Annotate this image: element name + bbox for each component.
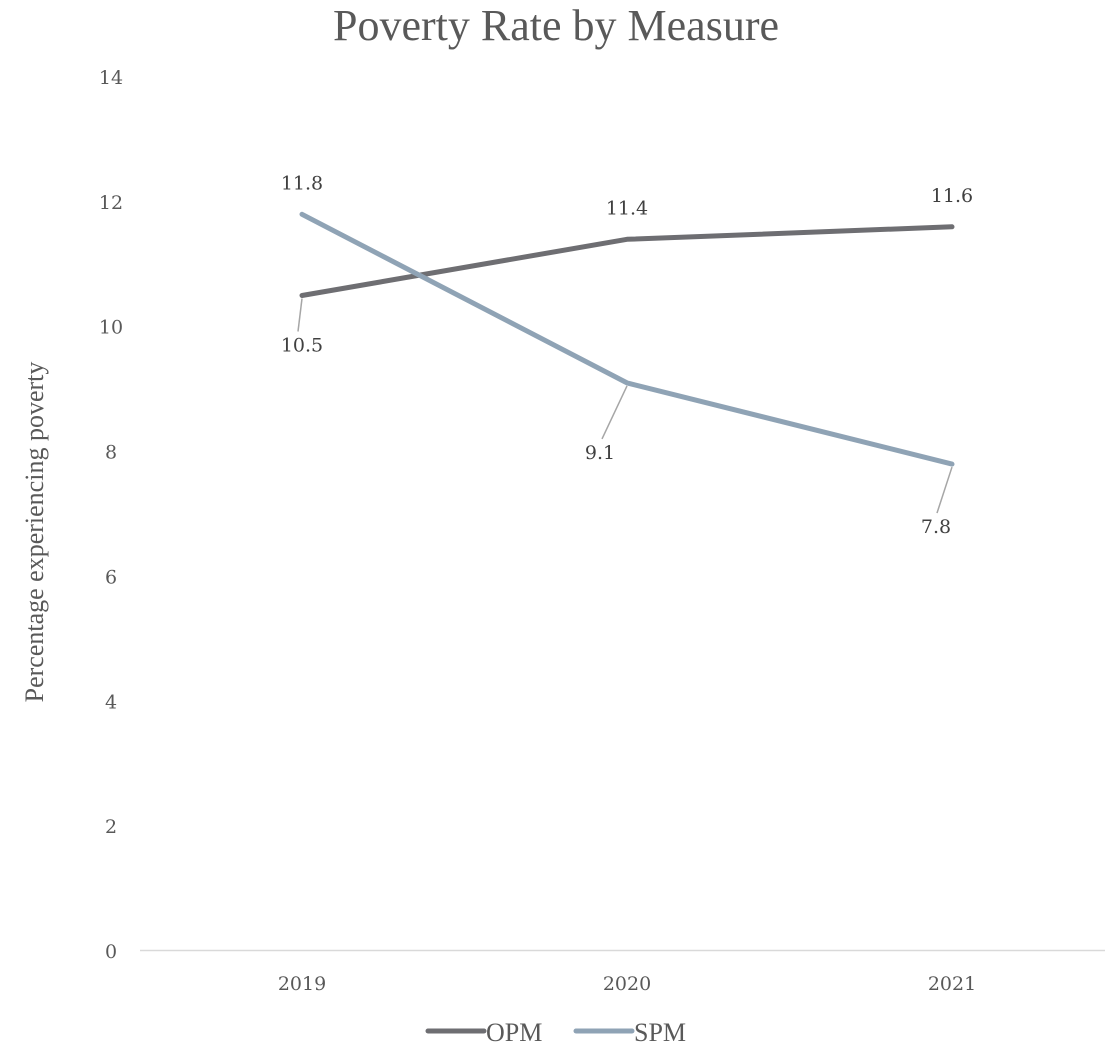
data-label-leader [297, 298, 303, 332]
data-label-leader [936, 466, 953, 514]
x-tick-label: 2021 [928, 973, 976, 995]
y-tick-label: 6 [105, 566, 117, 588]
series-lines [299, 211, 955, 467]
y-tick-label: 12 [99, 192, 123, 214]
y-tick-label: 4 [105, 691, 117, 713]
x-tick-label: 2019 [278, 973, 326, 995]
data-label: 11.6 [931, 185, 973, 207]
series-line-opm [299, 224, 955, 298]
data-label-leader [601, 385, 628, 440]
legend-label-opm: OPM [486, 1018, 542, 1047]
data-labels: 10.5 11.4 11.6 11.8 9.1 7.8 [281, 172, 973, 538]
x-tick-label: 2020 [603, 973, 651, 995]
x-axis-ticks: 2019 2020 2021 [278, 973, 976, 995]
y-axis-label: Percentage experiencing poverty [20, 362, 49, 703]
legend-label-spm: SPM [634, 1018, 686, 1047]
data-label: 9.1 [585, 442, 615, 464]
y-tick-label: 8 [105, 442, 117, 464]
data-label: 10.5 [281, 335, 323, 357]
y-tick-label: 14 [99, 67, 123, 89]
series-line-spm [299, 211, 955, 467]
chart-title: Poverty Rate by Measure [333, 1, 779, 50]
data-label: 7.8 [921, 516, 951, 538]
y-axis-ticks: 0 2 4 6 8 10 12 14 [99, 67, 123, 963]
y-tick-label: 0 [105, 941, 117, 963]
y-tick-label: 2 [105, 816, 117, 838]
y-tick-label: 10 [99, 317, 123, 339]
data-label: 11.8 [281, 172, 323, 194]
legend: OPM SPM [425, 1018, 686, 1047]
data-label: 11.4 [606, 197, 648, 219]
